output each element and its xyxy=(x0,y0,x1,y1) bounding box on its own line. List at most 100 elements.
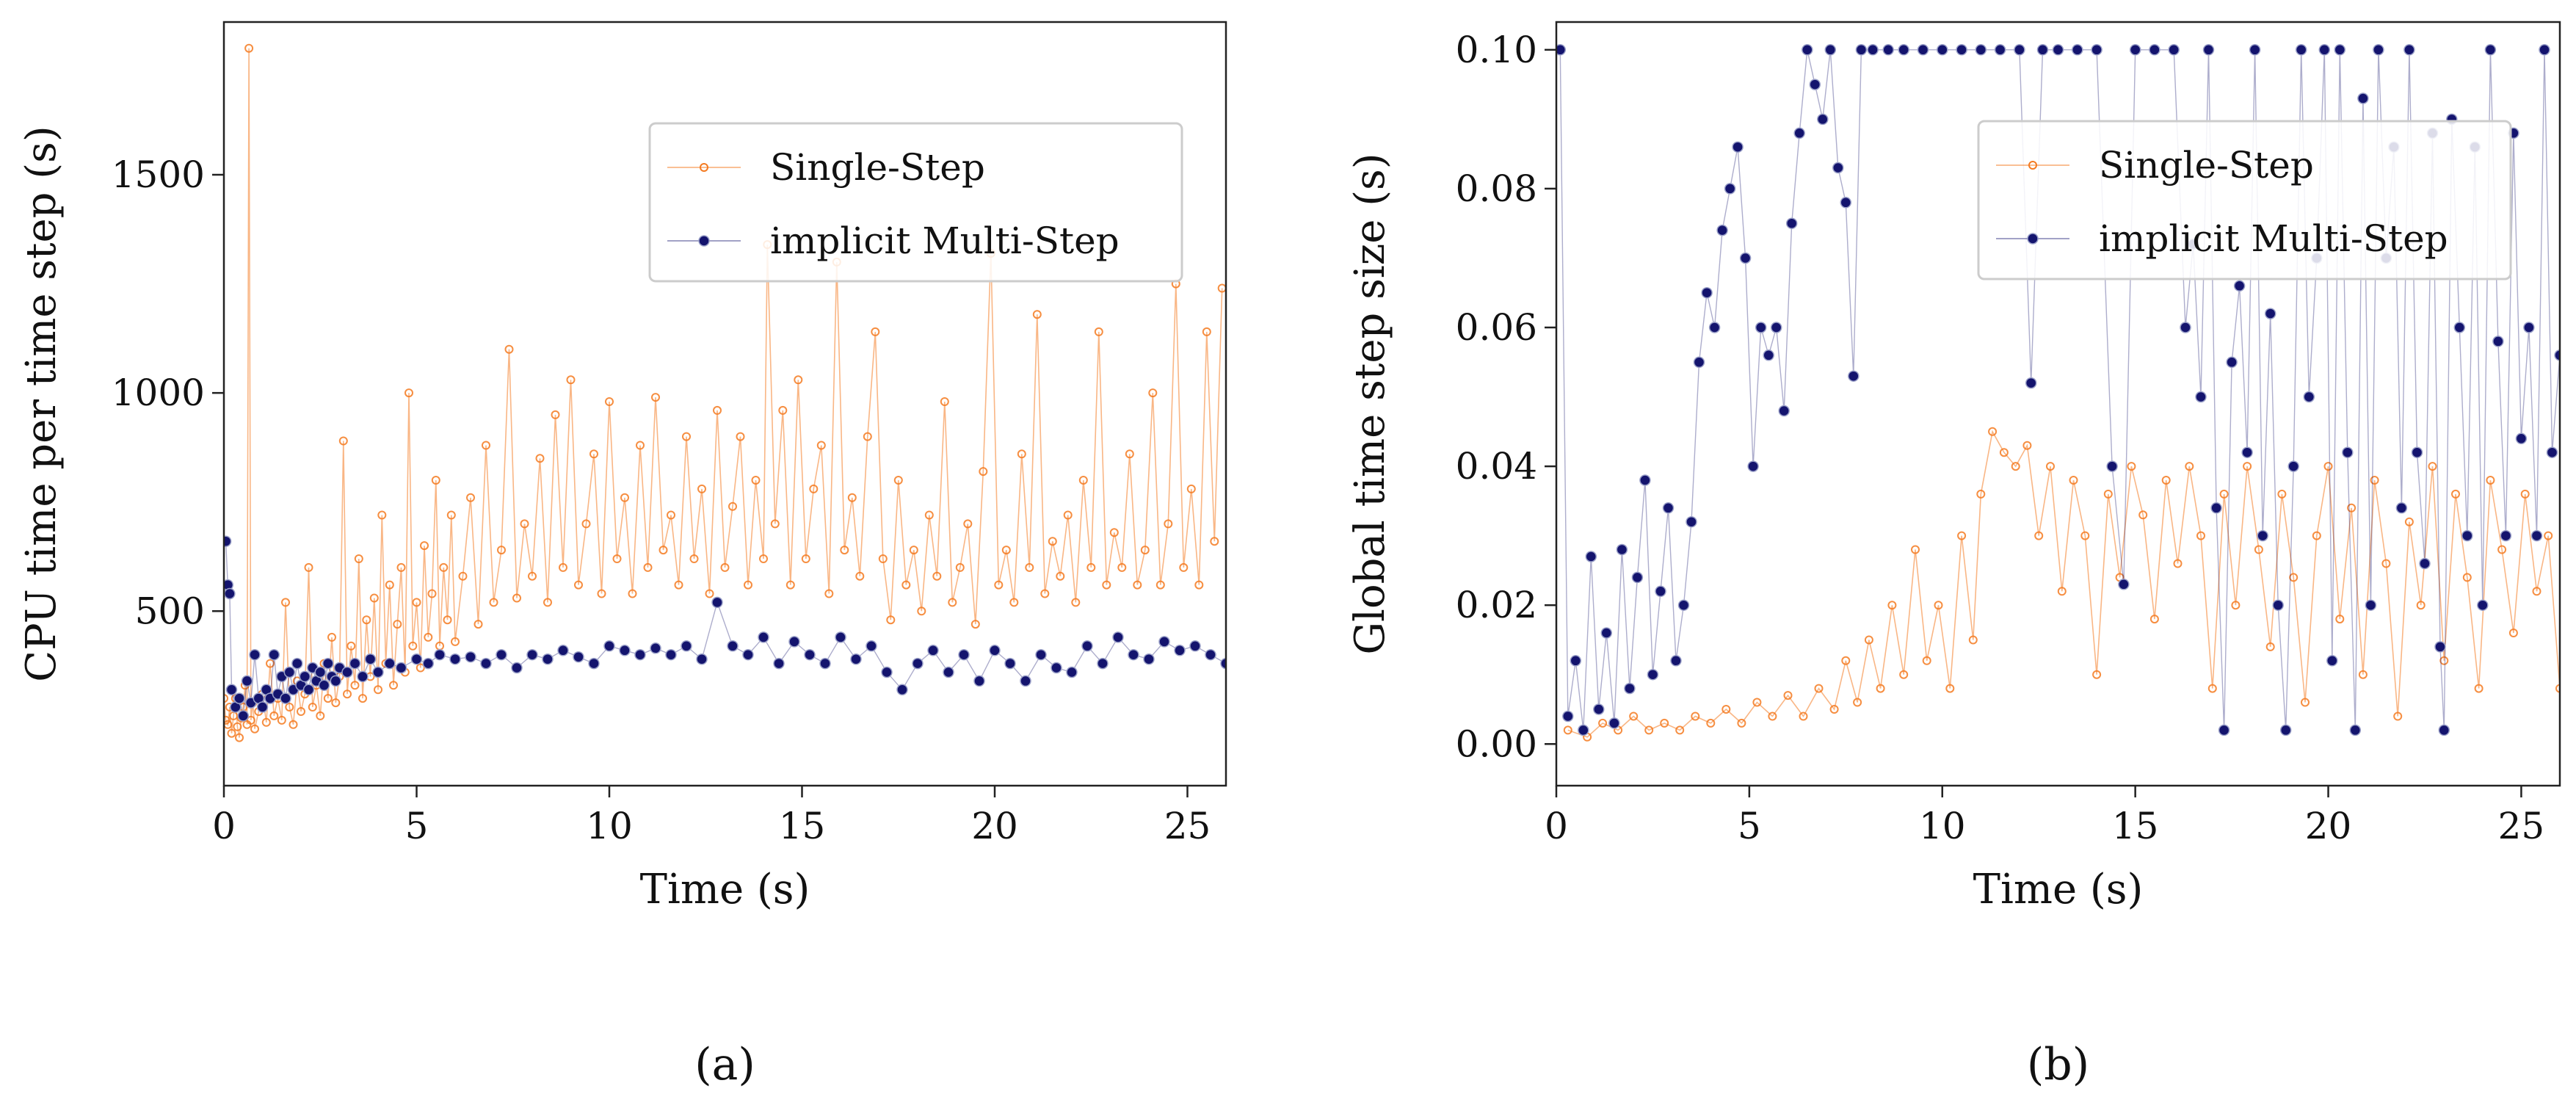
b-multi-step-point xyxy=(1600,627,1613,639)
a-single-step-point xyxy=(847,493,857,502)
a-single-step-point xyxy=(605,397,614,406)
a-single-step-point xyxy=(970,620,980,629)
b-multi-step-point xyxy=(1747,460,1759,472)
a-multi-step-point xyxy=(1205,648,1216,661)
a-single-step-point xyxy=(940,397,949,406)
b-multi-step-point xyxy=(1848,370,1860,382)
b-single-step-point xyxy=(2277,489,2287,499)
a-single-step-point xyxy=(878,554,888,563)
a-x-tick-label: 0 xyxy=(212,805,236,847)
b-single-step-point xyxy=(2335,615,2345,624)
a-single-step-point xyxy=(574,580,583,590)
a-single-step-point xyxy=(751,476,761,485)
a-single-step-point xyxy=(408,641,418,651)
a-single-step-point xyxy=(1032,310,1042,319)
a-single-step-point xyxy=(1148,388,1158,398)
b-multi-step-point xyxy=(2318,44,2331,56)
b-multi-step-point xyxy=(2342,446,2354,458)
b-multi-step-point xyxy=(1917,44,1929,56)
a-multi-step-point xyxy=(291,657,303,670)
a-single-step-point xyxy=(901,580,911,590)
b-multi-step-point xyxy=(2484,44,2497,56)
b-multi-step-point xyxy=(1578,724,1589,736)
b-multi-step-point xyxy=(2419,557,2431,570)
a-single-step-point xyxy=(520,519,529,529)
b-single-step-point xyxy=(2393,711,2403,721)
b-multi-step-point xyxy=(1770,322,1782,333)
b-single-step-point xyxy=(2173,559,2183,568)
a-single-step-point xyxy=(728,502,737,511)
b-single-step-point xyxy=(1799,711,1808,721)
b-multi-step-point xyxy=(2180,322,2191,333)
a-single-step-point xyxy=(246,715,255,725)
b-multi-step-point xyxy=(1608,717,1620,729)
b-single-step-point xyxy=(2185,462,2194,471)
a-single-step-point xyxy=(377,510,387,520)
b-single-step-point xyxy=(1829,705,1839,714)
b-single-step-point xyxy=(1691,711,1700,721)
b-multi-step-point xyxy=(2072,44,2083,56)
b-single-step-point xyxy=(1911,545,1920,554)
a-multi-step-point xyxy=(434,648,446,661)
a-multi-step-point xyxy=(542,653,554,665)
a-multi-step-point xyxy=(372,666,384,678)
b-multi-step-point xyxy=(1975,44,1987,56)
b-multi-step-point xyxy=(1763,350,1774,361)
b-multi-step-point xyxy=(2272,599,2284,611)
panel-a-plot-area xyxy=(224,43,1226,742)
b-multi-step-point xyxy=(2025,377,2037,389)
b-multi-step-point xyxy=(2554,350,2560,361)
b-single-step-point xyxy=(2301,698,2310,707)
a-single-step-point xyxy=(277,715,286,725)
b-single-step-point xyxy=(1999,448,2009,457)
a-multi-step-point xyxy=(665,648,677,661)
a-single-step-point xyxy=(439,562,449,572)
a-multi-step-point xyxy=(511,662,523,674)
a-multi-step-point xyxy=(237,710,250,722)
b-multi-step-point xyxy=(2014,44,2025,56)
b-multi-step-point xyxy=(1956,44,1967,56)
a-single-step-point xyxy=(674,580,683,590)
b-multi-step-point xyxy=(2530,529,2543,542)
a-single-step-point xyxy=(227,728,236,738)
a-single-step-point xyxy=(720,562,730,572)
a-multi-step-point xyxy=(634,648,646,661)
a-multi-step-point xyxy=(912,657,924,670)
a-multi-step-point xyxy=(526,648,538,661)
a-multi-step-point xyxy=(349,657,361,670)
a-single-step-point xyxy=(948,598,957,607)
b-multi-step-point xyxy=(1732,141,1744,153)
b-single-step-point xyxy=(1988,427,1998,436)
panel-b-legend: Single-Step implicit Multi-Step xyxy=(1977,120,2512,280)
a-x-tick-label: 15 xyxy=(779,805,826,847)
a-single-step-point xyxy=(431,476,440,485)
panel-a-legend-multi-step-marker xyxy=(698,235,710,247)
b-single-step-point xyxy=(2370,476,2379,485)
a-single-step-point xyxy=(744,580,752,590)
a-single-step-point xyxy=(932,571,942,581)
b-multi-step-point xyxy=(1898,44,1909,56)
a-single-step-point xyxy=(443,615,452,625)
b-multi-step-point xyxy=(2403,44,2415,56)
a-single-step-point xyxy=(285,703,294,711)
a-multi-step-point xyxy=(465,651,476,663)
b-single-step-point xyxy=(2474,684,2484,693)
b-multi-step-point xyxy=(1639,474,1651,486)
a-single-step-point xyxy=(636,441,645,450)
a-multi-step-point xyxy=(603,640,615,652)
panel-a-legend-single-step-label: Single-Step xyxy=(770,146,985,189)
a-single-step-point xyxy=(1164,519,1173,529)
a-single-step-point xyxy=(801,554,810,563)
b-single-step-point xyxy=(1887,601,1897,610)
a-multi-step-point xyxy=(896,684,908,696)
a-multi-step-point xyxy=(302,684,315,696)
panel-a-chart: 0 5 10 15 20 25 500 1000 1500 Time (s) CPU time … xyxy=(18,21,1227,1090)
a-multi-step-point xyxy=(1128,648,1139,661)
b-single-step-point xyxy=(1976,489,1986,499)
a-multi-step-point xyxy=(773,657,785,670)
panel-a-legend-single-step-marker xyxy=(700,163,708,172)
a-single-step-point xyxy=(1078,476,1088,485)
a-multi-step-point xyxy=(318,679,330,692)
a-single-step-point xyxy=(682,432,691,441)
a-multi-step-point xyxy=(711,596,723,609)
